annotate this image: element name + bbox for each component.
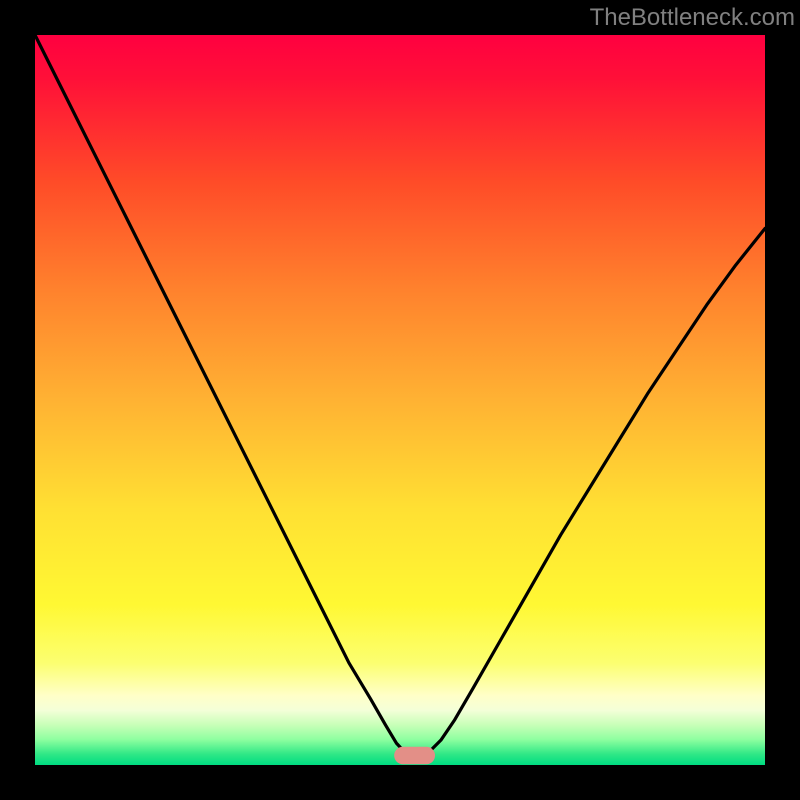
- chart-background-gradient: [35, 35, 765, 765]
- source-watermark: TheBottleneck.com: [590, 4, 795, 32]
- bottleneck-curve-chart: [0, 0, 800, 800]
- chart-container: TheBottleneck.com: [0, 0, 800, 800]
- optimal-marker: [394, 747, 435, 765]
